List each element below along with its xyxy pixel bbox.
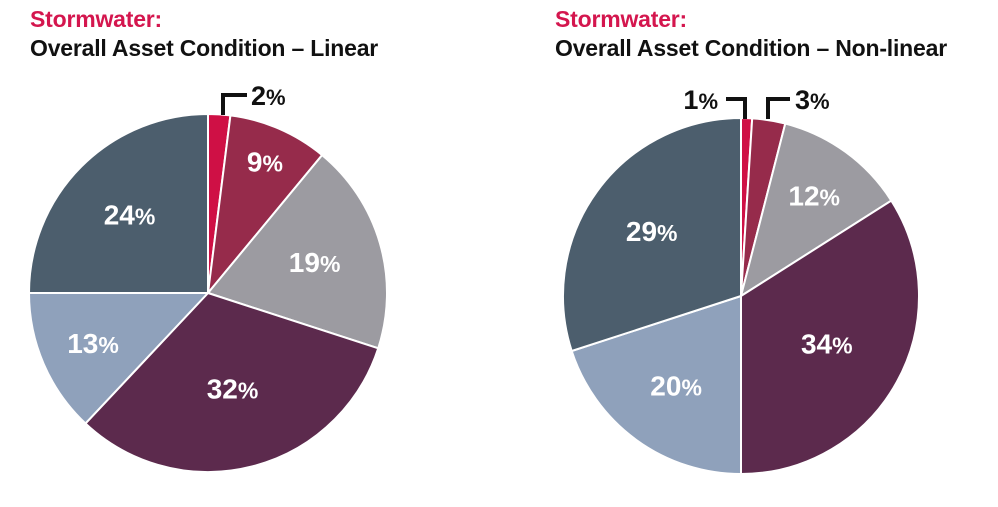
callout-line-1pct <box>743 97 747 119</box>
pie-slice-13pct <box>27 292 211 425</box>
chart-title-accent: Stormwater: <box>555 6 687 32</box>
pie-label-29pct: 29% <box>626 216 678 247</box>
callout-label-3pct: 3% <box>795 85 830 115</box>
pie-slice-34pct <box>740 199 920 476</box>
pie-label-34pct: 34% <box>801 328 853 359</box>
callout-line-3pct <box>766 97 790 101</box>
pie-label-19pct: 19% <box>289 247 341 278</box>
chart-title-main: Overall Asset Condition – Linear <box>30 35 379 61</box>
callout-line-2pct <box>221 93 225 115</box>
pie-svg: 9% 19% 32% 13% 24% <box>27 112 388 473</box>
pie-label-12pct: 12% <box>788 180 840 211</box>
pie-slice-12pct <box>739 122 893 299</box>
pie-slice-29pct <box>562 116 742 353</box>
pie-slice-20pct <box>570 294 742 476</box>
chart-title-main: Overall Asset Condition – Non-linear <box>555 35 947 61</box>
pie-label-13pct: 13% <box>67 328 119 359</box>
pie-label-9pct: 9% <box>247 147 283 178</box>
callout-label-1pct: 1% <box>683 85 718 115</box>
pie-slice-19pct <box>206 153 388 350</box>
callout-line-2pct <box>221 93 247 97</box>
pie-label-32pct: 32% <box>207 373 259 404</box>
pie-slice-24pct <box>27 112 209 294</box>
callout-label-2pct: 2% <box>251 81 286 111</box>
pie-slice-9pct <box>206 114 324 297</box>
callout-line-1pct <box>726 97 746 101</box>
chart-title-linear: Stormwater: Overall Asset Condition – Li… <box>30 5 378 63</box>
chart-title-nonlinear: Stormwater: Overall Asset Condition – No… <box>555 5 947 63</box>
pie-slice-32pct <box>84 291 380 473</box>
pie-label-24pct: 24% <box>104 200 156 231</box>
pie-svg: 12% 34% 20% 29% <box>562 116 920 476</box>
pie-label-20pct: 20% <box>650 370 702 401</box>
callout-line-3pct <box>766 97 770 119</box>
chart-title-accent: Stormwater: <box>30 6 162 32</box>
